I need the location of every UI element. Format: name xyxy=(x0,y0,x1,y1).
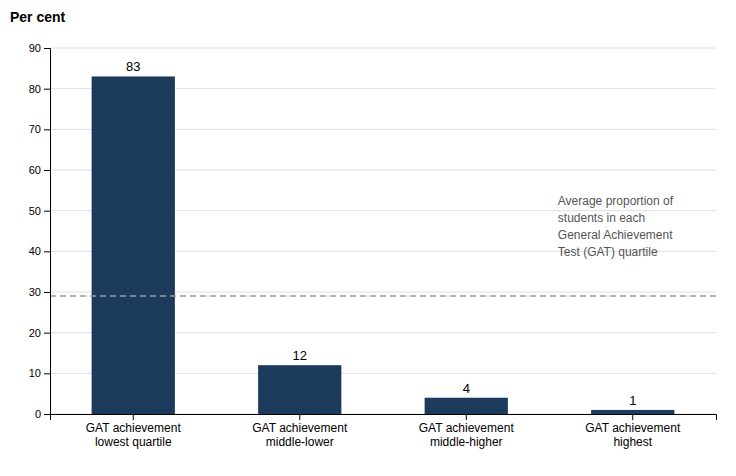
y-tick-mark xyxy=(44,48,50,49)
annotation-line: General Achievement xyxy=(558,228,673,242)
y-tick-label: 70 xyxy=(29,123,41,135)
y-tick-mark xyxy=(44,333,50,334)
x-tick: GAT achievementlowest quartile xyxy=(86,414,182,449)
y-tick-mark xyxy=(44,414,50,415)
data-label: 1 xyxy=(629,393,636,408)
data-label: 4 xyxy=(463,381,470,396)
y-tick: 0 xyxy=(35,408,50,420)
x-tick-label-line: highest xyxy=(613,435,652,449)
bar xyxy=(591,410,674,414)
x-tick: GAT achievementmiddle-lower xyxy=(252,414,348,449)
y-tick-mark xyxy=(44,292,50,293)
y-tick-mark xyxy=(44,170,50,171)
chart-container: GAT achievementlowest quartileGAT achiev… xyxy=(0,0,736,476)
y-tick-mark xyxy=(44,373,50,374)
x-axis-line xyxy=(51,415,717,421)
y-tick-mark xyxy=(44,211,50,212)
bar xyxy=(258,365,341,414)
reference-line xyxy=(50,295,716,297)
y-tick: 20 xyxy=(29,327,50,339)
x-tick-mark xyxy=(466,414,467,420)
y-tick: 10 xyxy=(29,367,50,379)
y-tick: 60 xyxy=(29,164,50,176)
y-axis-line xyxy=(44,49,51,415)
y-tick: 50 xyxy=(29,205,50,217)
y-tick: 70 xyxy=(29,123,50,135)
x-tick-label: GAT achievementhighest xyxy=(585,421,681,449)
x-tick-label-line: GAT achievement xyxy=(252,421,348,435)
data-label: 83 xyxy=(126,59,140,74)
x-tick-label-line: middle-lower xyxy=(266,435,334,449)
y-tick: 40 xyxy=(29,245,50,257)
y-tick-label: 40 xyxy=(29,245,41,257)
annotation-line: Average proportion of xyxy=(558,194,674,208)
x-tick-label-line: GAT achievement xyxy=(86,421,182,435)
x-tick: GAT achievementhighest xyxy=(585,414,681,449)
x-tick-mark xyxy=(632,414,633,420)
y-tick-mark xyxy=(44,251,50,252)
x-tick: GAT achievementmiddle-higher xyxy=(419,414,515,449)
x-tick-label-line: lowest quartile xyxy=(95,435,172,449)
x-tick-label: GAT achievementlowest quartile xyxy=(86,421,182,449)
y-axis: 0 10 20 30 40 50 60 70 80 90 xyxy=(29,42,51,420)
annotation-line: Test (GAT) quartile xyxy=(558,245,658,259)
y-tick-mark xyxy=(44,89,50,90)
plot-area xyxy=(50,76,716,414)
y-tick-label: 50 xyxy=(29,205,41,217)
grid-line xyxy=(50,48,716,49)
x-axis: GAT achievementlowest quartileGAT achiev… xyxy=(51,414,717,449)
y-tick: 90 xyxy=(29,42,50,54)
y-tick-label: 10 xyxy=(29,367,41,379)
annotation-line: students in each xyxy=(558,211,645,225)
x-tick-label: GAT achievementmiddle-lower xyxy=(252,421,348,449)
annotation: Average proportion of students in each Gen… xyxy=(558,194,674,259)
y-tick: 30 xyxy=(29,286,50,298)
grid xyxy=(50,48,716,414)
y-tick-label: 0 xyxy=(35,408,41,420)
y-tick-label: 80 xyxy=(29,83,41,95)
x-tick-label-line: GAT achievement xyxy=(419,421,515,435)
x-tick-label-line: middle-higher xyxy=(430,435,503,449)
bar xyxy=(425,398,508,414)
y-tick-label: 60 xyxy=(29,164,41,176)
x-tick-label-line: GAT achievement xyxy=(585,421,681,435)
bar xyxy=(92,76,175,414)
y-tick: 80 xyxy=(29,83,50,95)
x-tick-mark xyxy=(299,414,300,420)
y-tick-label: 90 xyxy=(29,42,41,54)
x-tick-label: GAT achievementmiddle-higher xyxy=(419,421,515,449)
y-axis-title: Per cent xyxy=(10,9,66,25)
y-tick-label: 30 xyxy=(29,286,41,298)
x-tick-mark xyxy=(133,414,134,420)
chart: GAT achievementlowest quartileGAT achiev… xyxy=(0,0,736,476)
y-tick-mark xyxy=(44,129,50,130)
data-label: 12 xyxy=(293,348,307,363)
y-tick-label: 20 xyxy=(29,327,41,339)
